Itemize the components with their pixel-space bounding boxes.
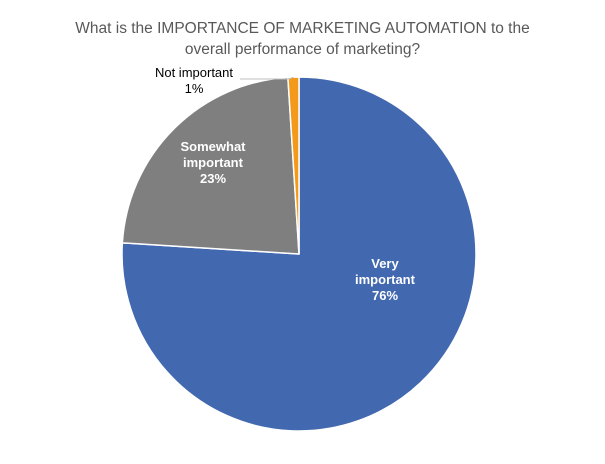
pie-slice-1 [121, 76, 300, 255]
slice-label-2: Not important 1% [155, 65, 233, 96]
slice-category-label-0: Very [371, 256, 399, 271]
leader-line-2 [240, 76, 294, 80]
pie-labels: Very important 76%Somewhat important 23%Not … [155, 65, 416, 303]
slice-label-0: Very important 76% [355, 256, 416, 303]
slice-value-label-1: 23% [200, 171, 226, 186]
slice-category-label-1: Somewhat [180, 139, 246, 154]
slice-label-1: Somewhat important 23% [180, 139, 246, 186]
slice-category-label-2: Not important [155, 65, 233, 80]
slice-value-label-2: 1% [185, 81, 204, 96]
slice-value-label-0: 76% [372, 288, 398, 303]
pie-slice-0 [121, 76, 477, 432]
slice-category-label-0: important [355, 272, 416, 287]
slice-category-label-1: important [183, 155, 244, 170]
pie-slices [121, 76, 477, 432]
chart-title: What is the IMPORTANCE OF MARKETING AUTO… [0, 18, 605, 60]
chart-title-line-2: overall performance of marketing? [184, 41, 421, 58]
chart-title-line-1: What is the IMPORTANCE OF MARKETING AUTO… [75, 20, 530, 37]
